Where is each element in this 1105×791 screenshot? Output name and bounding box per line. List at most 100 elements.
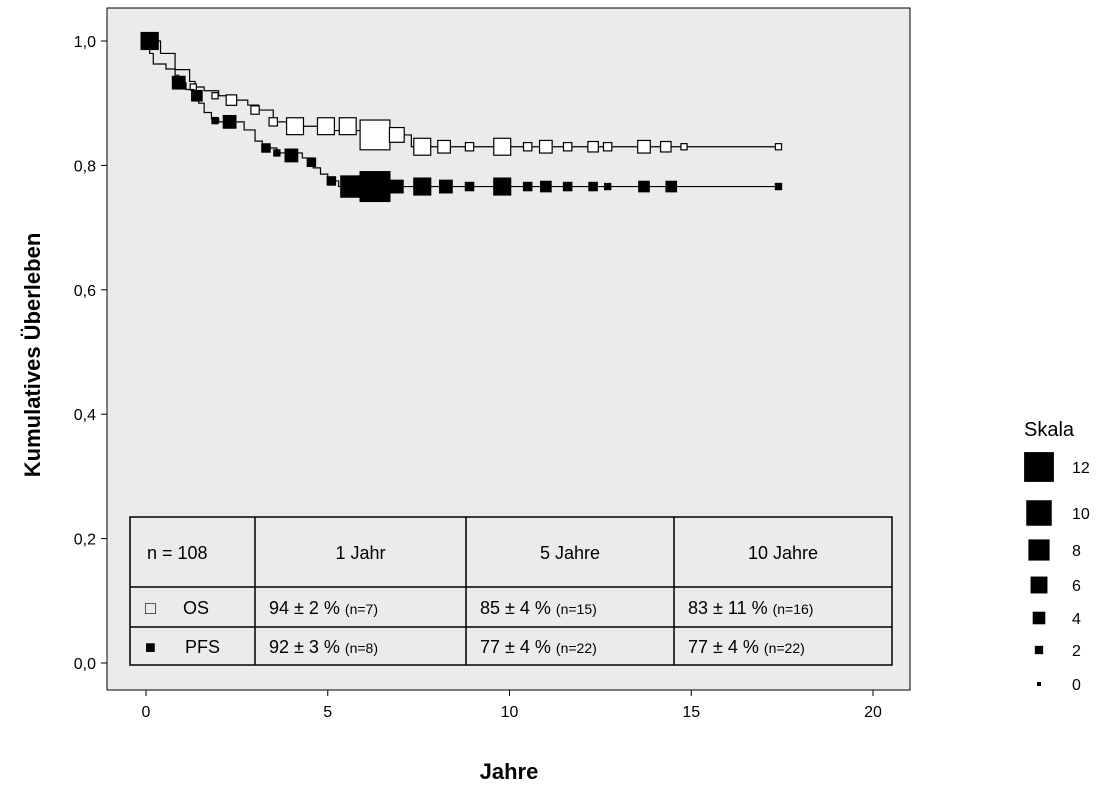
- cell-value: 83 ± 11 %: [688, 598, 773, 618]
- x-tick-label: 0: [142, 704, 151, 721]
- scale-marker: [1026, 500, 1052, 526]
- censor-marker-pfs: [665, 180, 678, 193]
- table-cell: 77 ± 4 % (n=22): [480, 637, 597, 657]
- os-label: OS: [183, 598, 209, 618]
- censor-marker-os: [587, 140, 599, 153]
- x-tick-label: 15: [682, 704, 700, 721]
- censor-marker-os: [659, 140, 672, 153]
- scale-label: 0: [1072, 677, 1081, 694]
- cell-count: (n=16): [773, 601, 814, 617]
- censor-marker-pfs: [340, 175, 363, 198]
- censor-marker-os: [562, 141, 573, 152]
- scale-marker: [1030, 576, 1048, 594]
- censor-marker-pfs: [562, 181, 573, 192]
- scale-marker: [1024, 452, 1054, 482]
- censor-marker-os: [538, 139, 553, 154]
- censor-marker-pfs: [413, 177, 432, 196]
- scale-marker: [1034, 645, 1044, 655]
- censor-marker-pfs: [222, 114, 237, 129]
- censor-marker-os: [680, 143, 688, 151]
- y-tick-label: 0,4: [74, 407, 96, 424]
- cell-count: (n=7): [345, 601, 378, 617]
- censor-marker-pfs: [638, 180, 650, 193]
- scale-label: 8: [1072, 543, 1081, 560]
- censor-marker-os: [464, 141, 475, 152]
- y-axis-title: Kumulatives Überleben: [20, 233, 45, 478]
- y-tick-label: 0,8: [74, 158, 96, 175]
- censor-marker-pfs: [359, 171, 391, 203]
- x-tick-label: 5: [323, 704, 332, 721]
- scale-label: 4: [1072, 611, 1081, 628]
- os-symbol: □: [145, 598, 156, 618]
- censor-marker-os: [338, 117, 357, 136]
- censor-marker-pfs: [306, 157, 317, 168]
- x-tick-label: 10: [501, 704, 519, 721]
- y-tick-label: 1,0: [74, 34, 96, 51]
- scale-legend: 12 10 8 6 4 2 0: [1024, 452, 1090, 694]
- pfs-label: PFS: [185, 637, 220, 657]
- censor-marker-os: [268, 117, 278, 127]
- table-cell: 94 ± 2 % (n=7): [269, 598, 378, 618]
- censor-marker-os: [225, 94, 238, 106]
- cell-count: (n=22): [556, 640, 597, 656]
- table-cell: 92 ± 3 % (n=8): [269, 637, 378, 657]
- scale-label: 6: [1072, 578, 1081, 595]
- cell-value: 85 ± 4 %: [480, 598, 556, 618]
- censor-marker-pfs: [493, 177, 512, 196]
- cell-value: 77 ± 4 %: [688, 637, 764, 657]
- censor-marker-os: [285, 117, 305, 136]
- censor-marker-pfs: [140, 31, 159, 51]
- axes: 0,0 0,2 0,4 0,6 0,8 1,0 0 5 10 15 20: [74, 34, 882, 721]
- censor-marker-pfs: [261, 143, 271, 153]
- x-axis-title: Jahre: [480, 759, 539, 784]
- x-tick-label: 20: [864, 704, 882, 721]
- scale-label: 12: [1072, 460, 1090, 477]
- censor-marker-pfs: [540, 180, 552, 193]
- table-header-cell: 10 Jahre: [748, 543, 818, 563]
- table-frame: [129, 516, 893, 666]
- censor-marker-os: [522, 141, 533, 152]
- censor-marker-pfs: [522, 181, 533, 192]
- scale-marker: [1032, 611, 1046, 625]
- censor-marker-pfs: [588, 181, 598, 192]
- cell-count: (n=22): [764, 640, 805, 656]
- cell-count: (n=15): [556, 601, 597, 617]
- scale-label: 2: [1072, 643, 1081, 660]
- censor-marker-pfs: [774, 182, 783, 191]
- censor-marker-pfs: [191, 89, 203, 102]
- censor-marker-os: [774, 143, 783, 151]
- censor-marker-os: [316, 117, 335, 136]
- censor-marker-pfs: [438, 179, 453, 194]
- censor-marker-pfs: [273, 149, 281, 157]
- cell-count: (n=8): [345, 640, 378, 656]
- cell-value: 77 ± 4 %: [480, 637, 556, 657]
- censor-marker-os: [602, 141, 613, 152]
- cell-value: 92 ± 3 %: [269, 637, 345, 657]
- censor-marker-os: [250, 105, 260, 115]
- censor-marker-os: [493, 137, 512, 156]
- scale-legend-title: Skala: [1024, 419, 1075, 441]
- scale-marker: [1028, 539, 1050, 561]
- censor-marker-pfs: [326, 176, 337, 186]
- censor-marker-pfs: [211, 116, 219, 125]
- censor-marker-os: [211, 92, 219, 100]
- cell-value: 94 ± 2 %: [269, 598, 345, 618]
- y-tick-label: 0,0: [74, 656, 96, 673]
- table-cell: 85 ± 4 % (n=15): [480, 598, 597, 618]
- table-header-cell: 5 Jahre: [540, 543, 600, 563]
- censor-marker-os: [359, 119, 391, 151]
- censor-marker-pfs: [284, 148, 299, 163]
- scale-marker: [1037, 682, 1041, 686]
- summary-table: n = 108 1 Jahr 5 Jahre 10 Jahre □ OS 94 ± 2 % …: [129, 516, 893, 666]
- table-header-n: n = 108: [147, 543, 208, 563]
- censor-marker-pfs: [603, 182, 612, 191]
- censor-marker-os: [413, 137, 432, 156]
- censor-marker-os: [637, 139, 651, 154]
- series-layer: [140, 31, 783, 203]
- y-tick-label: 0,6: [74, 283, 96, 300]
- scale-label: 10: [1072, 506, 1090, 523]
- table-cell: 77 ± 4 % (n=22): [688, 637, 805, 657]
- table-cell: 83 ± 11 % (n=16): [688, 598, 813, 618]
- censor-marker-pfs: [389, 179, 404, 194]
